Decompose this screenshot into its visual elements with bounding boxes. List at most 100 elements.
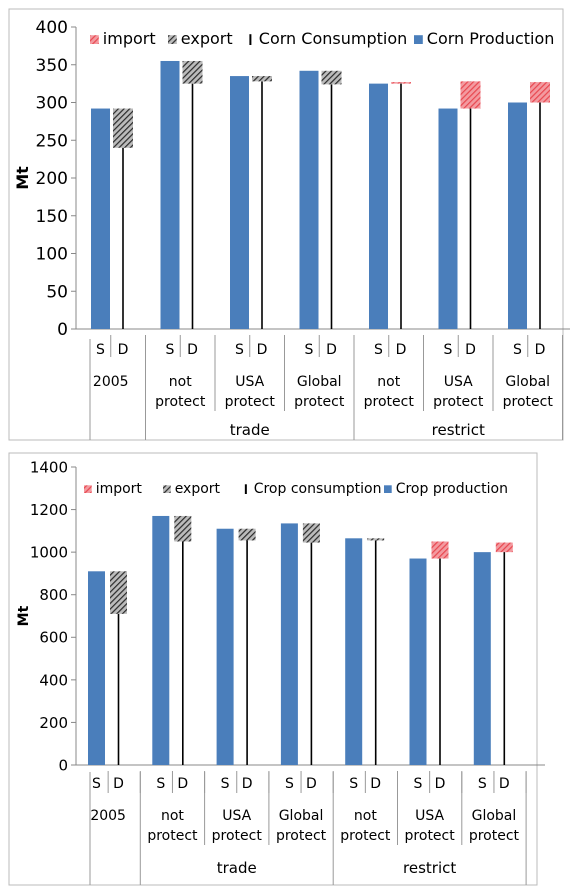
production-bar [409,558,427,765]
group-label: trade [230,421,270,439]
scenario-label: 2005 [90,808,126,824]
export-bar [367,538,385,541]
demand-label: D [257,342,268,358]
import-bar [391,82,411,84]
legend-swatch [384,485,392,493]
import-bar [495,542,513,553]
y-tick-label: 200 [36,169,68,189]
scenario-label: protect [405,828,456,844]
import-bar [530,82,550,103]
scenario-label: not [377,374,400,390]
y-tick-label: 350 [36,56,68,76]
legend-swatch [163,485,171,493]
import-bar [460,81,481,109]
production-bar [369,83,388,329]
y-tick-label: 100 [36,245,68,265]
export-bar [302,523,320,543]
scenario-label: USA [415,808,444,824]
scenario-label: protect [503,394,554,410]
legend-label: import [103,29,156,48]
export-bar [182,60,203,84]
demand-label: D [396,342,407,358]
legend-label: Crop production [396,481,508,497]
demand-label: D [306,776,317,792]
legend-swatch [168,35,177,44]
demand-label: D [113,776,124,792]
scenario-label: protect [469,828,520,844]
y-tick-label: 800 [39,586,68,604]
legend-label: import [96,481,143,497]
supply-label: S [235,342,244,358]
supply-label: S [513,342,522,358]
production-bar [91,108,110,329]
y-tick-label: 300 [36,94,68,114]
production-bar [280,523,298,765]
production-bar [299,70,319,329]
production-bar [160,60,180,329]
legend-label: Corn Consumption [259,29,407,48]
legend-label: export [181,29,233,48]
y-tick-label: 400 [39,671,68,689]
supply-label: S [96,342,105,358]
legend-swatch [84,485,92,493]
scenario-label: protect [147,828,198,844]
export-bar [321,70,342,85]
demand-label: D [242,776,253,792]
legend-label: export [175,481,221,497]
y-tick-label: 1200 [30,501,68,519]
y-tick-label: 50 [46,282,68,302]
demand-label: D [435,776,446,792]
scenario-label: protect [276,828,327,844]
group-label: restrict [432,421,485,439]
demand-label: D [499,776,510,792]
supply-label: S [374,342,383,358]
y-tick-label: 200 [39,714,68,732]
scenario-label: protect [225,394,276,410]
legend-swatch [90,35,99,44]
demand-label: D [177,776,188,792]
supply-label: S [478,776,487,792]
y-tick-label: 0 [57,320,68,340]
scenario-label: not [354,808,377,824]
demand-label: D [535,342,546,358]
supply-label: S [414,776,423,792]
demand-label: D [465,342,476,358]
scenario-label: USA [444,374,473,390]
scenario-label: protect [155,394,206,410]
export-bar [110,571,127,614]
supply-label: S [444,342,453,358]
production-bar [473,552,491,765]
scenario-label: protect [294,394,345,410]
y-tick-label: 1400 [30,458,68,476]
production-bar [230,76,249,329]
production-bar [508,102,527,329]
scenario-label: Global [297,374,342,390]
scenario-label: protect [212,828,263,844]
scenario-label: Global [505,374,550,390]
legend-swatch [414,35,423,44]
export-bar [252,76,272,82]
demand-label: D [370,776,381,792]
y-tick-label: 150 [36,207,68,227]
export-bar [174,515,192,542]
export-bar [238,528,256,541]
scenario-label: protect [364,394,415,410]
y-tick-label: 400 [36,18,68,38]
production-bar [216,528,234,765]
supply-label: S [349,776,358,792]
group-label: restrict [403,859,456,877]
legend-label: Crop consumption [254,481,382,497]
demand-label: D [187,342,198,358]
scenario-label: protect [433,394,484,410]
demand-label: D [326,342,337,358]
y-tick-label: 1000 [30,544,68,562]
y-tick-label: 250 [36,131,68,151]
import-bar [431,541,449,559]
scenario-label: 2005 [93,374,129,390]
supply-label: S [221,776,230,792]
scenario-label: Global [472,808,517,824]
